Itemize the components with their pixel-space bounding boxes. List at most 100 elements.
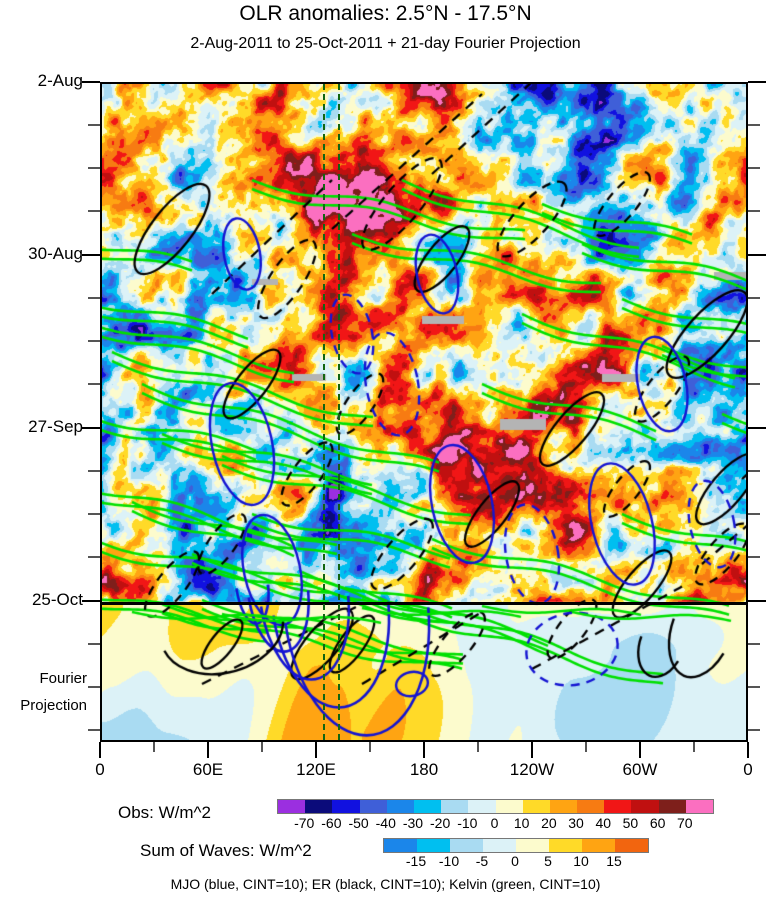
colorbar-obs-swatch-11: [577, 800, 605, 813]
colorbar-waves-swatch-6: [582, 839, 615, 852]
y-axis-right-minor-tick: [748, 556, 760, 558]
colorbar-waves-swatch-0: [384, 839, 417, 852]
y-axis-right-minor-tick: [748, 643, 760, 645]
y-axis-right-minor-tick: [748, 383, 760, 385]
colorbar-obs-tick-1: -60: [321, 815, 342, 831]
y-axis-right-minor-tick: [748, 167, 760, 169]
colorbar-obs-tick-11: 40: [595, 815, 612, 831]
x-axis-minor-tick: [261, 742, 263, 752]
colorbar-waves-swatch-7: [615, 839, 648, 852]
colorbar-waves-swatch-1: [417, 839, 450, 852]
x-axis-major-tick: [99, 742, 101, 758]
colorbar-obs-swatch-6: [441, 800, 469, 813]
x-axis-minor-tick: [369, 742, 371, 752]
y-axis-minor-tick: [88, 340, 100, 342]
colorbar-waves-swatch-3: [483, 839, 516, 852]
x-axis-label-6: 0: [743, 760, 753, 779]
reference-line-1: [338, 84, 340, 740]
colorbar-obs-tick-13: 60: [649, 815, 666, 831]
y-axis-major-tick: [82, 254, 100, 256]
fourier-projection-label-line1: Fourier: [39, 670, 87, 687]
colorbar-waves-tick-2: -5: [475, 853, 489, 869]
colorbar-obs-tick-2: -50: [348, 815, 369, 831]
colorbar-waves-tick-4: 5: [544, 853, 552, 869]
colorbar-obs-tick-4: -30: [402, 815, 424, 831]
y-axis-right-major-tick: [748, 600, 766, 602]
colorbar-waves-tick-1: -10: [438, 853, 460, 869]
colorbar-waves-tick-6: 15: [606, 853, 622, 869]
contour-legend-caption: MJO (blue, CINT=10); ER (black, CINT=10)…: [170, 876, 601, 892]
y-axis-label-2: 27-Sep: [28, 417, 83, 436]
y-axis-minor-tick: [88, 513, 100, 515]
x-axis-major-tick: [315, 742, 317, 758]
colorbar-obs-swatch-15: [685, 800, 713, 813]
colorbar-obs-swatch-5: [413, 800, 442, 813]
y-axis-right-major-tick: [748, 81, 766, 83]
colorbar-obs-label: Obs: W/m^2: [118, 803, 211, 822]
y-axis-major-tick: [82, 81, 100, 83]
x-axis-minor-tick: [693, 742, 695, 752]
hovmoller-field-canvas: [102, 84, 746, 740]
plot-area: [100, 82, 748, 742]
x-axis-major-tick: [747, 742, 749, 758]
y-axis-label-0: 2-Aug: [37, 71, 83, 90]
colorbar-obs-swatch-4: [386, 800, 414, 813]
y-axis-minor-tick: [88, 167, 100, 169]
y-axis-minor-tick: [88, 686, 100, 688]
colorbar-obs-tick-6: -10: [457, 815, 478, 831]
y-axis-minor-tick: [88, 556, 100, 558]
colorbar-obs-tick-3: -40: [375, 815, 396, 831]
colorbar-obs: [277, 799, 714, 814]
colorbar-waves: [383, 838, 649, 853]
y-axis-right-major-tick: [748, 427, 766, 429]
y-axis-right-minor-tick: [748, 340, 760, 342]
colorbar-obs-swatch-3: [359, 800, 387, 813]
colorbar-waves-tick-3: 0: [511, 853, 519, 869]
y-axis-right-minor-tick: [748, 729, 760, 731]
x-axis-major-tick: [639, 742, 641, 758]
page-subtitle: 2-Aug-2011 to 25-Oct-2011 + 21-day Fouri…: [190, 35, 581, 52]
y-axis-label-3: 25-Oct: [31, 590, 83, 609]
colorbar-obs-swatch-12: [604, 800, 632, 813]
colorbar-waves-swatch-5: [549, 839, 582, 852]
colorbar-obs-tick-14: 70: [677, 815, 693, 831]
y-axis-major-tick: [82, 600, 100, 602]
colorbar-obs-swatch-0: [278, 800, 306, 813]
y-axis-minor-tick: [88, 297, 100, 299]
y-axis-minor-tick: [88, 729, 100, 731]
colorbar-obs-tick-9: 20: [541, 815, 557, 831]
colorbar-obs-swatch-7: [468, 800, 496, 813]
reference-line-0: [323, 84, 325, 740]
x-axis-label-1: 60E: [192, 760, 224, 779]
colorbar-obs-swatch-14: [658, 800, 686, 813]
colorbar-obs-tick-10: 30: [568, 815, 584, 831]
y-axis-minor-tick: [88, 383, 100, 385]
x-axis-minor-tick: [153, 742, 155, 752]
colorbar-obs-swatch-1: [305, 800, 333, 813]
colorbar-obs-tick-0: -70: [294, 815, 315, 831]
x-axis-label-5: 60W: [622, 760, 658, 779]
colorbar-waves-tick-0: -15: [405, 853, 427, 869]
y-axis-minor-tick: [88, 124, 100, 126]
colorbar-obs-swatch-13: [631, 800, 659, 813]
x-axis-label-0: 0: [95, 760, 105, 779]
colorbar-obs-swatch-9: [522, 800, 550, 813]
y-axis-minor-tick: [88, 470, 100, 472]
colorbar-obs-swatch-2: [332, 800, 360, 813]
x-axis-major-tick: [423, 742, 425, 758]
colorbar-obs-tick-12: 50: [622, 815, 639, 831]
colorbar-obs-swatch-10: [549, 800, 578, 813]
y-axis-major-tick: [82, 427, 100, 429]
x-axis-major-tick: [531, 742, 533, 758]
y-axis-right-major-tick: [748, 254, 766, 256]
y-axis-right-minor-tick: [748, 124, 760, 126]
y-axis-right-minor-tick: [748, 513, 760, 515]
y-axis-right-minor-tick: [748, 210, 760, 212]
colorbar-waves-swatch-2: [450, 839, 483, 852]
colorbar-obs-tick-8: 10: [513, 815, 530, 831]
colorbar-obs-swatch-8: [495, 800, 523, 813]
colorbar-waves-swatch-4: [516, 839, 549, 852]
page-title: OLR anomalies: 2.5°N - 17.5°N: [239, 2, 532, 25]
obs-fourier-divider: [102, 602, 746, 605]
